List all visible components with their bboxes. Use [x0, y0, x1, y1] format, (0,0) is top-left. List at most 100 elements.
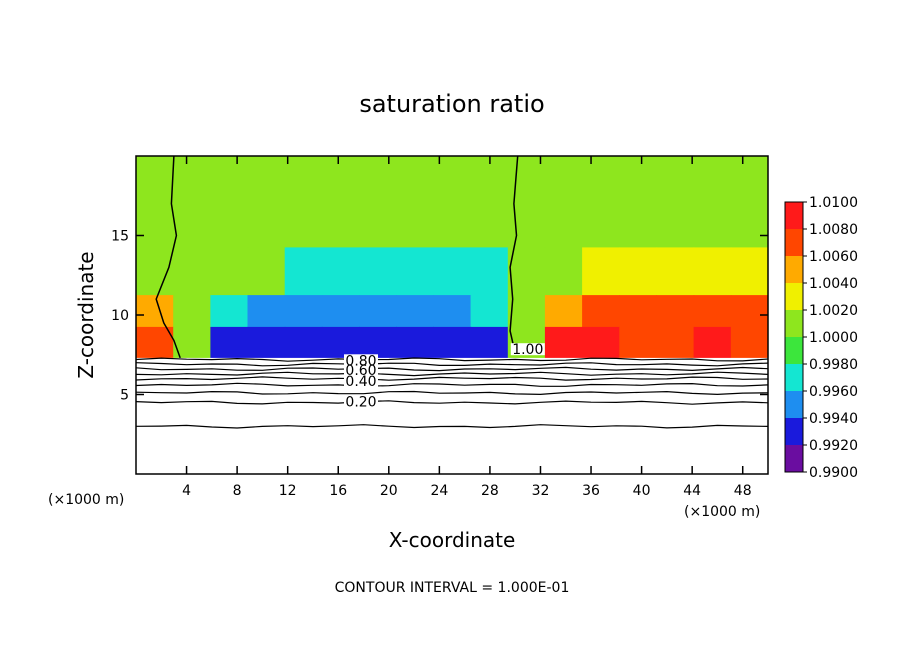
- heatmap-cell: [359, 156, 397, 248]
- contour-interval-note: CONTOUR INTERVAL = 1.000E-01: [335, 580, 570, 596]
- heatmap-cell: [433, 247, 472, 296]
- heatmap-cell: [210, 326, 249, 359]
- heatmap-cell: [582, 156, 620, 248]
- x-tick-label: 8: [233, 483, 242, 499]
- colorbar-label: 1.0060: [809, 249, 858, 265]
- contour-line: [136, 424, 768, 429]
- heatmap-cell: [284, 326, 323, 359]
- colorbar-label: 1.0080: [809, 222, 858, 238]
- contour-label-bg: [510, 343, 545, 356]
- colorbar-swatch: [785, 229, 803, 256]
- contour-line: [136, 390, 768, 396]
- heatmap-cell: [693, 295, 732, 328]
- heatmap-cell: [321, 326, 360, 359]
- colorbar-label: 1.0020: [809, 303, 858, 319]
- heatmap-cell: [470, 156, 509, 248]
- x-tick-label: 48: [734, 483, 752, 499]
- contour-label-bg: [344, 363, 378, 376]
- heatmap-cell: [730, 295, 768, 328]
- heatmap-cell: [173, 295, 211, 328]
- heatmap-cell: [284, 156, 323, 248]
- x-tick-label: 36: [582, 483, 600, 499]
- colorbar-label: 0.9980: [809, 357, 858, 373]
- contour-line: [136, 376, 768, 381]
- y-axis-label: Z-coordinate: [74, 251, 98, 378]
- x-unit-right: (×1000 m): [684, 504, 760, 520]
- heatmap-cell: [136, 295, 174, 328]
- colorbar-swatch: [785, 391, 803, 418]
- heatmap-cell: [136, 326, 174, 359]
- heatmap-cell: [396, 295, 434, 328]
- contour-line: [136, 400, 768, 405]
- heatmap-cell: [433, 326, 472, 359]
- heatmap-cell: [507, 247, 546, 296]
- heatmap-cell: [359, 295, 397, 328]
- heatmap-cell: [693, 247, 732, 296]
- colorbar-swatch: [785, 202, 803, 229]
- colorbar-swatch: [785, 445, 803, 472]
- x-axis: 4 8 12 16 20 24 28 32 36 40 44 48: [182, 156, 752, 499]
- heatmap-cell: [544, 295, 583, 328]
- x-tick-label: 16: [329, 483, 347, 499]
- contour-label-bg: [344, 395, 378, 408]
- contour-label: 1.00: [512, 342, 543, 358]
- contour-line: [509, 156, 519, 354]
- heatmap-cell: [210, 295, 249, 328]
- x-tick-label: 28: [481, 483, 499, 499]
- colorbar-swatch: [785, 310, 803, 337]
- colorbar-label: 1.0040: [809, 276, 858, 292]
- colorbar-label: 1.0100: [809, 195, 858, 211]
- heatmap-cell: [359, 247, 397, 296]
- heatmap-cell: [433, 156, 472, 248]
- heatmap-cell: [693, 326, 732, 359]
- heatmap-cell: [582, 326, 620, 359]
- contour-label: 0.40: [345, 374, 376, 390]
- contour-label: 0.60: [345, 363, 376, 379]
- x-unit-left: (×1000 m): [48, 492, 124, 508]
- heatmap-cell: [730, 326, 768, 359]
- heatmap-cell: [247, 247, 286, 296]
- chart-title: saturation ratio: [359, 90, 544, 118]
- heatmap-cell: [730, 156, 768, 248]
- heatmap-cell: [656, 156, 695, 248]
- colorbar-swatch: [785, 283, 803, 310]
- contour-label: 0.80: [345, 353, 376, 369]
- heatmap-cell: [321, 295, 360, 328]
- contour-line: [136, 362, 768, 367]
- heatmap-cell: [136, 156, 174, 248]
- x-tick-label: 12: [279, 483, 297, 499]
- heatmap-cell: [321, 156, 360, 248]
- y-axis: 5 10 15: [111, 229, 768, 404]
- colorbar: 0.9900 0.9920 0.9940 0.9960 0.9980 1.0000 1.00…: [784, 195, 858, 481]
- heatmap-cell: [284, 295, 323, 328]
- heatmap-cell: [544, 247, 583, 296]
- heatmap-cell: [656, 247, 695, 296]
- heatmap-cell: [247, 295, 286, 328]
- heatmap-cell: [173, 247, 211, 296]
- heatmap-cell: [730, 247, 768, 296]
- colorbar-swatch: [785, 256, 803, 283]
- heatmap-cell: [247, 326, 286, 359]
- heatmap-cell: [656, 295, 695, 328]
- heatmap-cell: [544, 156, 583, 248]
- x-tick-label: 40: [633, 483, 651, 499]
- heatmap-cell: [359, 326, 397, 359]
- contour-line: [155, 156, 181, 359]
- heatmap-cell: [693, 156, 732, 248]
- heatmap-cell: [582, 247, 620, 296]
- contour-line: [136, 382, 768, 387]
- colorbar-label: 0.9900: [809, 465, 858, 481]
- contour-label: 0.20: [345, 395, 376, 411]
- heatmap-cell: [619, 326, 658, 359]
- colorbar-label: 0.9940: [809, 411, 858, 427]
- heatmap-cell: [136, 247, 174, 296]
- colorbar-swatch: [785, 337, 803, 364]
- y-tick-label: 15: [111, 229, 129, 245]
- heatmap-cell: [470, 247, 509, 296]
- heatmap-cell: [210, 247, 249, 296]
- heatmap-cell: [247, 156, 286, 248]
- heatmap-cell: [619, 156, 658, 248]
- heatmap-cell: [396, 326, 434, 359]
- heatmap-cell: [173, 326, 211, 359]
